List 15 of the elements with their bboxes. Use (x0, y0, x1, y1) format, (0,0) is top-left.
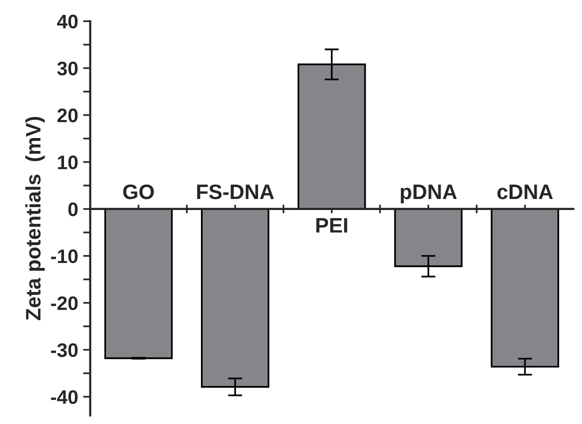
y-tick-label: -40 (51, 390, 78, 404)
x-tick-label: GO (123, 184, 154, 200)
y-tick-label: 10 (58, 155, 78, 170)
x-tick-label: pDNA (400, 184, 457, 204)
x-tick-label: PEI (316, 218, 348, 233)
x-tick-label: cDNA (497, 184, 553, 200)
y-tick-label: 0 (68, 202, 78, 216)
y-tick-label: 40 (57, 14, 78, 28)
y-tick-label: 30 (57, 62, 78, 76)
y-tick-label: -30 (51, 343, 78, 358)
y-axis-title: Zeta potentials (mV) (25, 116, 45, 320)
y-tick-label: -20 (51, 296, 78, 310)
x-tick-label: FS-DNA (197, 184, 274, 200)
y-tick-label: -10 (51, 249, 78, 264)
y-tick-label: 20 (57, 108, 78, 122)
